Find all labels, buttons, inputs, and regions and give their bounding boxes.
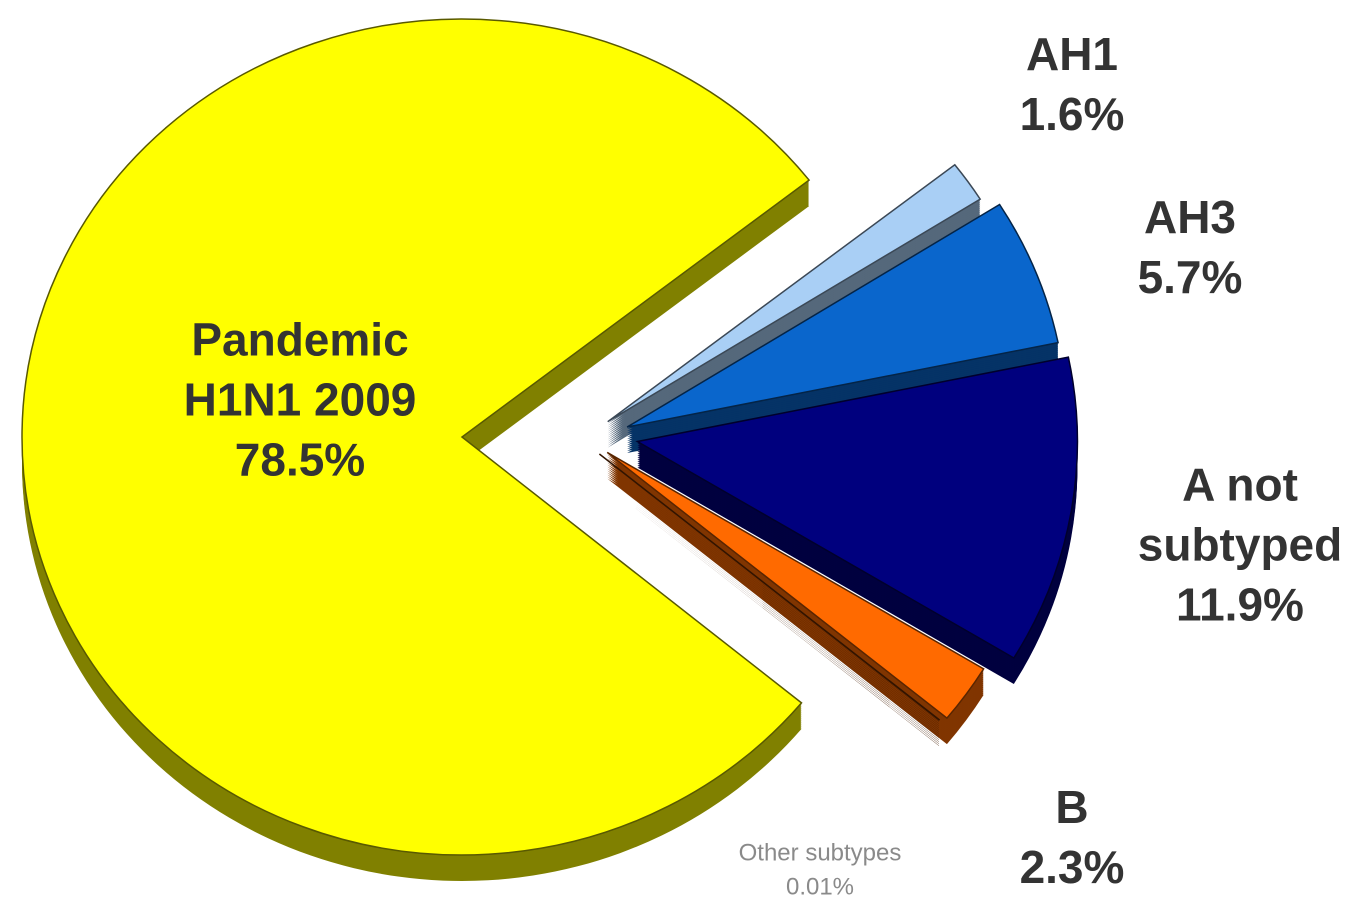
slice-top	[635, 356, 1079, 659]
slice-side	[599, 455, 940, 722]
slice-side	[599, 469, 940, 736]
category-label: A not subtyped	[1137, 458, 1343, 571]
slice	[607, 163, 982, 448]
slice-top	[626, 203, 1059, 428]
slice-side	[599, 473, 940, 740]
slice-top	[606, 451, 985, 720]
slice-label: AH1 1.6%	[972, 25, 1172, 145]
slice	[635, 356, 1079, 684]
value-label: 2.3%	[1019, 841, 1125, 893]
slice	[598, 453, 941, 746]
slice-top	[21, 18, 811, 856]
slice	[626, 203, 1059, 454]
slice-side	[599, 457, 940, 724]
slice-side	[599, 467, 940, 734]
slice-side	[599, 477, 940, 744]
category-label: Other subtypes	[738, 839, 902, 867]
slice-side	[599, 479, 940, 746]
slice-label: Other subtypes 0.01%	[690, 836, 950, 903]
category-label: Pandemic H1N1 2009	[183, 313, 417, 426]
slice-side	[599, 461, 940, 728]
slice-side	[599, 471, 940, 738]
value-label: 78.5%	[234, 432, 366, 485]
value-label: 5.7%	[1137, 251, 1243, 303]
slice-top	[607, 163, 982, 423]
slice-side	[599, 465, 940, 732]
category-label: AH1	[1025, 28, 1119, 81]
slice-top	[598, 453, 941, 721]
slice-label: A not subtyped 11.9%	[1100, 455, 1371, 634]
value-label: 11.9%	[1176, 577, 1304, 630]
slice	[21, 18, 811, 881]
slice-side	[599, 459, 940, 726]
slice-label: Pandemic H1N1 2009 78.5%	[130, 310, 470, 489]
slice-side	[599, 463, 940, 730]
value-label: 1.6%	[1019, 88, 1125, 140]
category-label: AH3	[1143, 191, 1237, 244]
slice-side	[599, 475, 940, 742]
category-label: B	[1055, 781, 1089, 834]
slice-label: B 2.3%	[972, 778, 1172, 898]
slice	[606, 451, 985, 745]
value-label: 0.01%	[785, 873, 855, 900]
slice-label: AH3 5.7%	[1090, 188, 1290, 308]
